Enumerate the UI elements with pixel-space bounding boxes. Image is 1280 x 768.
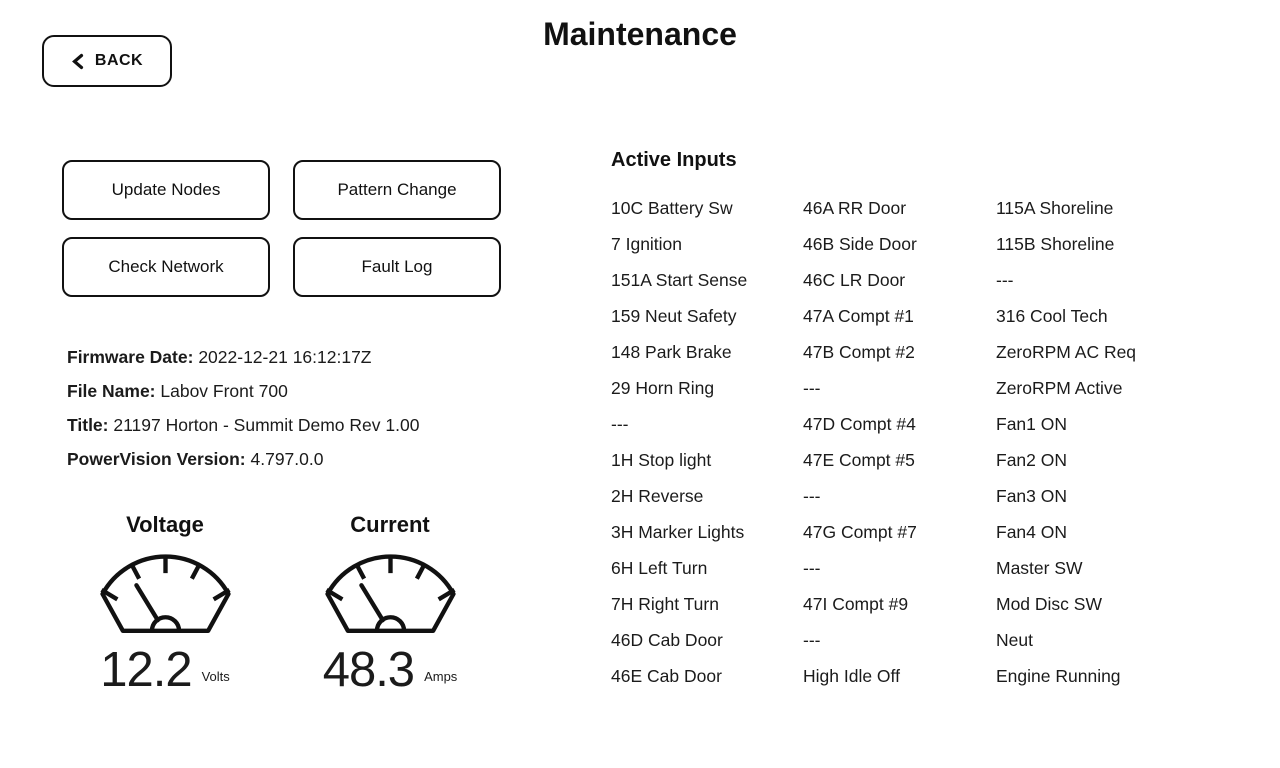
input-item: 7 Ignition <box>611 233 683 254</box>
input-item: 46E Cab Door <box>611 665 722 686</box>
input-item: Neut <box>996 629 1033 650</box>
input-item: 46C LR Door <box>803 269 906 290</box>
firmware-info: Firmware Date: 2022-12-21 16:12:17Z File… <box>67 340 419 476</box>
input-item: 47E Compt #5 <box>803 449 915 470</box>
active-inputs-header: Active Inputs <box>611 149 737 171</box>
input-item: 47I Compt #9 <box>803 593 909 614</box>
input-item: 47A Compt #1 <box>803 305 914 326</box>
current-unit: Amps <box>424 669 458 684</box>
update-nodes-button[interactable]: Update Nodes <box>62 160 270 220</box>
active-inputs-column-2: 46A RR Door 46B Side Door 46C LR Door 47… <box>803 190 996 694</box>
input-item: 148 Park Brake <box>611 341 732 362</box>
input-item: High Idle Off <box>803 665 900 686</box>
input-item: 159 Neut Safety <box>611 305 737 326</box>
page-title: Maintenance <box>543 16 737 52</box>
gauge-meter-icon <box>313 538 468 639</box>
input-item: 2H Reverse <box>611 485 704 506</box>
firmware-date-value: 2022-12-21 16:12:17Z <box>198 347 372 367</box>
input-item: Engine Running <box>996 665 1121 686</box>
input-item: 6H Left Turn <box>611 557 708 578</box>
input-item: 3H Marker Lights <box>611 521 745 542</box>
current-gauge-title: Current <box>350 512 430 537</box>
pattern-change-button[interactable]: Pattern Change <box>293 160 501 220</box>
voltage-unit: Volts <box>201 669 230 684</box>
input-item: 46D Cab Door <box>611 629 723 650</box>
input-item: 316 Cool Tech <box>996 305 1108 326</box>
input-item: --- <box>803 485 821 506</box>
input-item: ZeroRPM AC Req <box>996 341 1137 362</box>
action-buttons: Update Nodes Pattern Change Check Networ… <box>62 160 501 297</box>
input-item: 10C Battery Sw <box>611 197 733 218</box>
input-item: --- <box>803 629 821 650</box>
powervision-version-label: PowerVision Version: <box>67 449 246 469</box>
input-item: --- <box>611 413 629 434</box>
active-inputs-column-3: 115A Shoreline 115B Shoreline --- 316 Co… <box>996 190 1206 694</box>
input-item: 46A RR Door <box>803 197 907 218</box>
input-item: 151A Start Sense <box>611 269 748 290</box>
input-item: Fan4 ON <box>996 521 1067 542</box>
voltage-value: 12.2 <box>100 643 192 697</box>
input-item: 115B Shoreline <box>996 233 1115 254</box>
input-item: 47G Compt #7 <box>803 521 917 542</box>
input-item: 47D Compt #4 <box>803 413 916 434</box>
powervision-version-line: PowerVision Version: 4.797.0.0 <box>67 442 419 476</box>
title-line: Title: 21197 Horton - Summit Demo Rev 1.… <box>67 408 419 442</box>
file-name-label: File Name: <box>67 381 156 401</box>
back-button[interactable]: BACK <box>42 35 172 87</box>
input-item: 47B Compt #2 <box>803 341 915 362</box>
gauge-meter-icon <box>88 538 243 639</box>
file-name-value: Labov Front 700 <box>160 381 288 401</box>
input-item: Fan1 ON <box>996 413 1067 434</box>
input-item: 7H Right Turn <box>611 593 719 614</box>
fault-log-button[interactable]: Fault Log <box>293 237 501 297</box>
input-item: 46B Side Door <box>803 233 917 254</box>
active-inputs-columns: 10C Battery Sw 7 Ignition 151A Start Sen… <box>611 190 1206 694</box>
chevron-left-icon <box>71 53 86 70</box>
input-item: Mod Disc SW <box>996 593 1102 614</box>
input-item: 115A Shoreline <box>996 197 1114 218</box>
voltage-gauge: Voltage 12.2 Volts <box>60 512 270 696</box>
firmware-date-line: Firmware Date: 2022-12-21 16:12:17Z <box>67 340 419 374</box>
input-item: --- <box>803 557 821 578</box>
file-name-line: File Name: Labov Front 700 <box>67 374 419 408</box>
input-item: --- <box>803 377 821 398</box>
check-network-button[interactable]: Check Network <box>62 237 270 297</box>
firmware-date-label: Firmware Date: <box>67 347 194 367</box>
title-value: 21197 Horton - Summit Demo Rev 1.00 <box>113 415 420 435</box>
input-item: 29 Horn Ring <box>611 377 715 398</box>
voltage-reading: 12.2 Volts <box>100 643 230 697</box>
back-button-label: BACK <box>94 52 144 69</box>
input-item: Fan2 ON <box>996 449 1067 470</box>
input-item: Fan3 ON <box>996 485 1067 506</box>
voltage-gauge-title: Voltage <box>126 512 204 537</box>
powervision-version-value: 4.797.0.0 <box>250 449 324 469</box>
current-gauge: Current 48.3 Amps <box>285 512 495 696</box>
title-label: Title: <box>67 415 109 435</box>
current-reading: 48.3 Amps <box>322 643 458 697</box>
input-item: --- <box>996 269 1014 290</box>
current-value: 48.3 <box>322 643 415 697</box>
input-item: ZeroRPM Active <box>996 377 1123 398</box>
input-item: 1H Stop light <box>611 449 712 470</box>
active-inputs-column-1: 10C Battery Sw 7 Ignition 151A Start Sen… <box>611 190 803 694</box>
active-inputs-panel: Active Inputs 10C Battery Sw 7 Ignition … <box>611 147 1206 694</box>
input-item: Master SW <box>996 557 1083 578</box>
